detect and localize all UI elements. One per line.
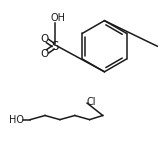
- Text: O: O: [40, 34, 48, 44]
- Text: S: S: [51, 40, 59, 53]
- Text: Cl: Cl: [86, 97, 96, 107]
- Text: HO: HO: [9, 115, 25, 125]
- Text: O: O: [40, 49, 48, 59]
- Text: OH: OH: [51, 14, 66, 23]
